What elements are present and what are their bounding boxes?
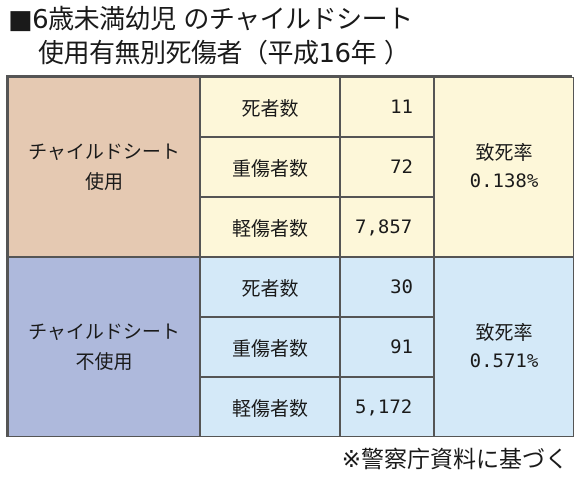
value-minor-injuries: 5,172 [340,377,434,437]
category-serious-injuries: 重傷者数 [200,317,340,377]
fatality-rate-label: 致死率 [475,322,533,344]
value-deaths: 11 [340,77,434,137]
group-label-line1: チャイルドシート [28,321,180,343]
value-deaths: 30 [340,257,434,317]
page-subtitle: 使用有無別死傷者（平成16年 ） [38,39,410,69]
category-deaths: 死者数 [200,257,340,317]
value-serious-injuries: 72 [340,137,434,197]
fatality-rate-not-used: 致死率 0.571% [434,257,574,437]
group-label-used: チャイルドシート 使用 [8,77,200,257]
category-serious-injuries: 重傷者数 [200,137,340,197]
fatality-rate-value: 0.138% [469,170,539,192]
group-label-line1: チャイルドシート [28,141,180,163]
page-title: ■6歳未満幼児 のチャイルドシート [8,5,413,35]
casualty-table: チャイルドシート 使用 死者数 11 重傷者数 72 軽傷者数 7,857 致死… [6,75,574,437]
group-label-line2: 使用 [84,171,123,193]
source-note: ※警察庁資料に基づく [341,447,568,473]
category-minor-injuries: 軽傷者数 [200,197,340,257]
group-label-not-used: チャイルドシート 不使用 [8,257,200,437]
value-minor-injuries: 7,857 [340,197,434,257]
group-label-line2: 不使用 [75,351,133,373]
category-minor-injuries: 軽傷者数 [200,377,340,437]
value-serious-injuries: 91 [340,317,434,377]
fatality-rate-used: 致死率 0.138% [434,77,574,257]
category-deaths: 死者数 [200,77,340,137]
fatality-rate-value: 0.571% [469,350,539,372]
fatality-rate-label: 致死率 [475,142,533,164]
